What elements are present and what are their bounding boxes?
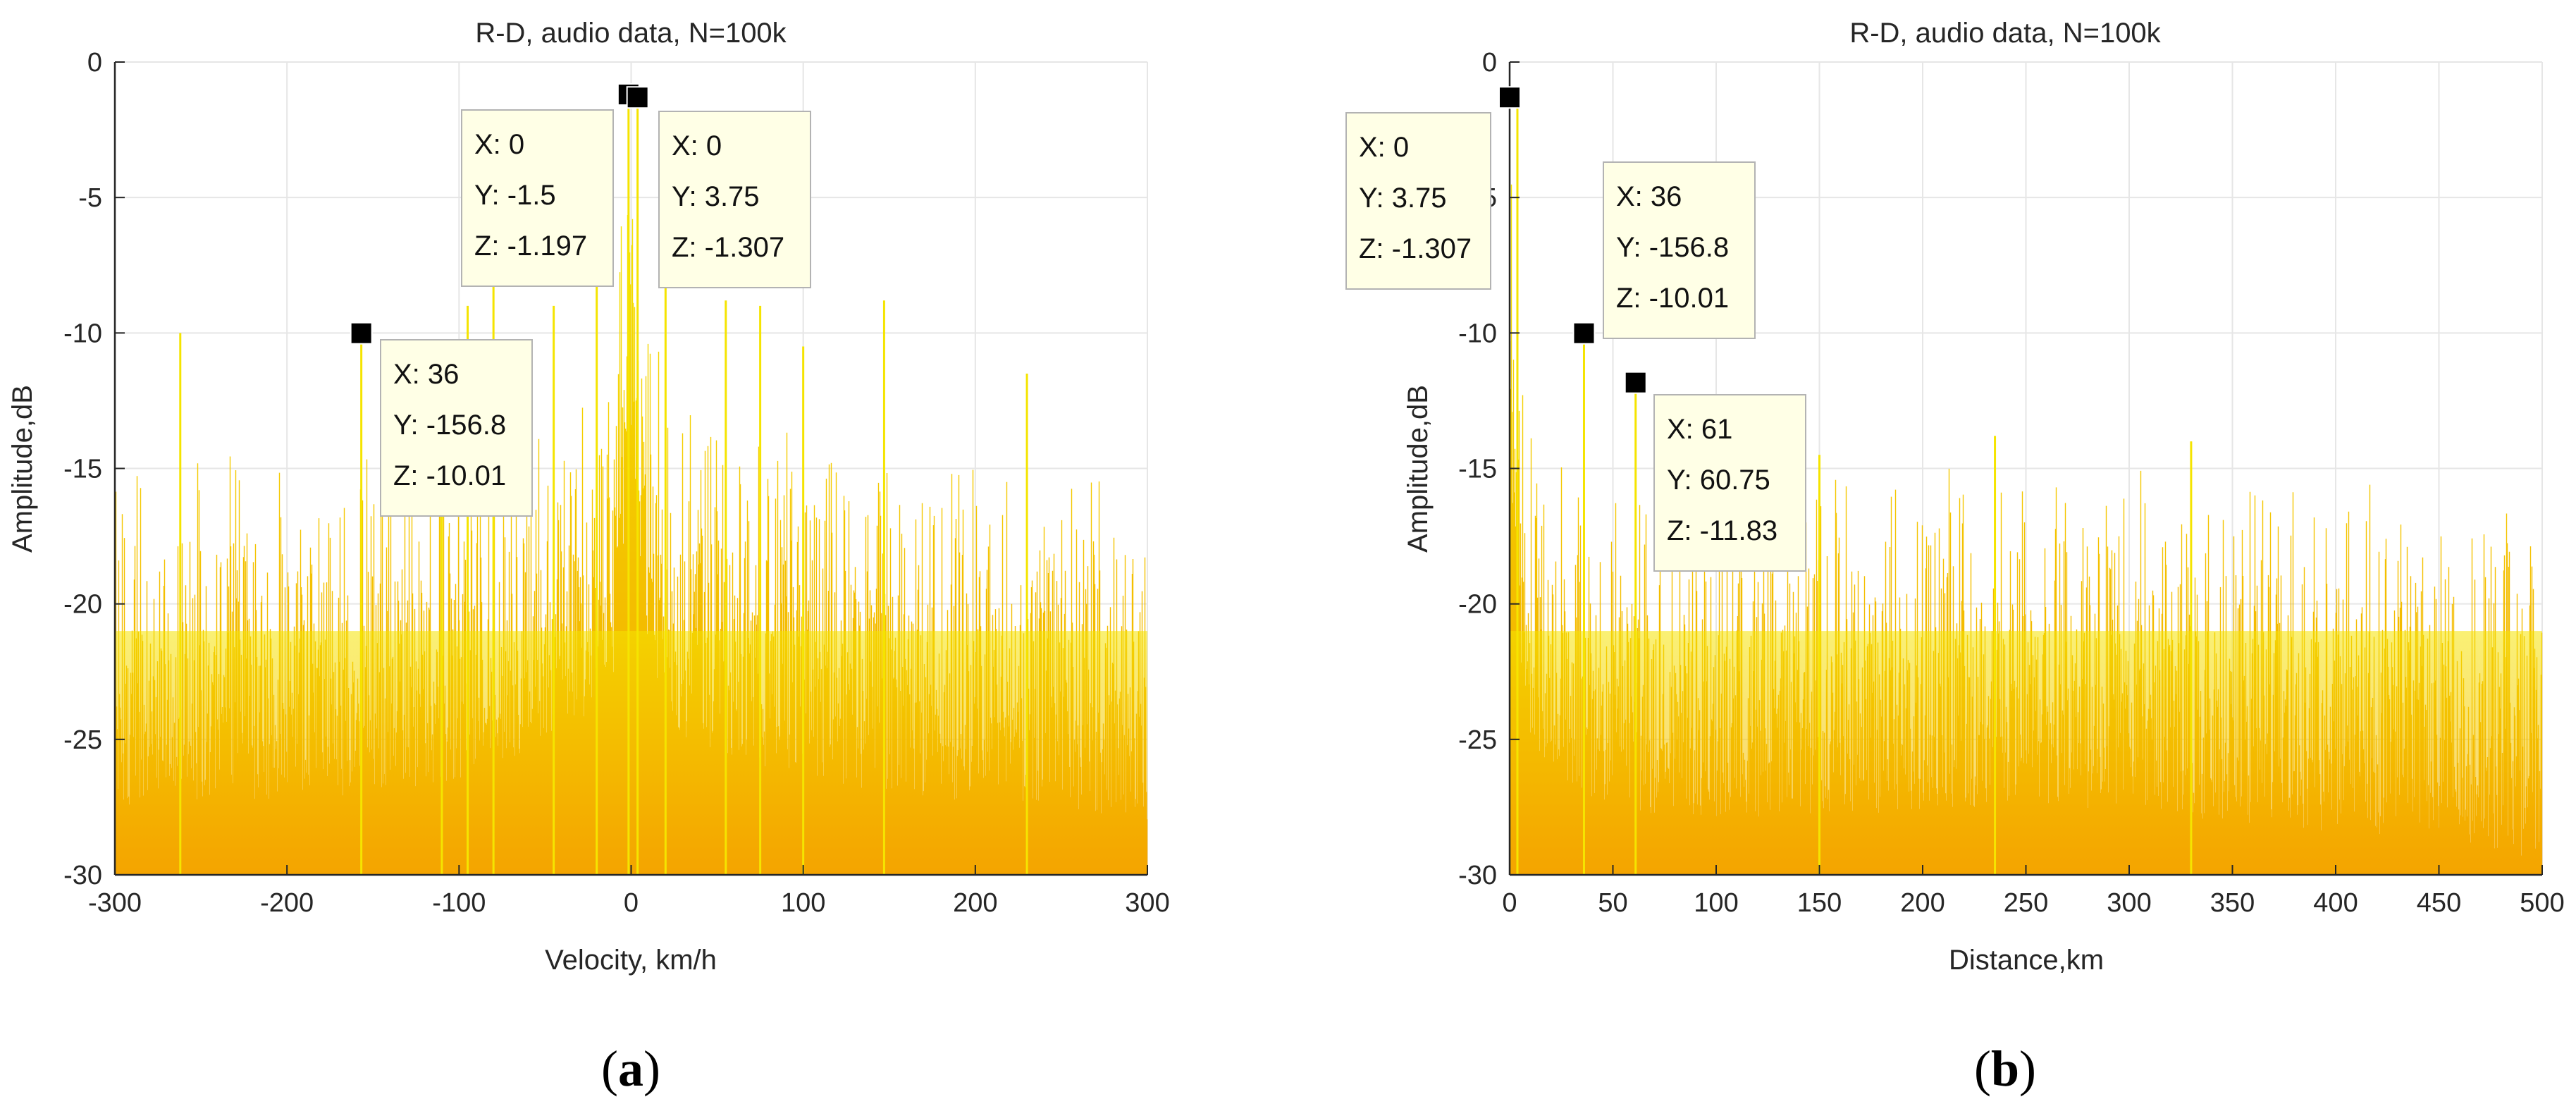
- x-tick-labels: 0 50 100 150 200 250 300 350 400 450 500: [1502, 888, 2564, 918]
- x-tick-label: -300: [88, 888, 142, 918]
- x-tick-labels: -300 -200 -100 0 100 200 300: [88, 888, 1170, 918]
- signal-series: [114, 94, 1148, 875]
- x-tick-label: 250: [2004, 888, 2048, 918]
- y-tick-label: -15: [1458, 455, 1497, 484]
- y-tick-label: -10: [1458, 319, 1497, 348]
- x-tick-label: 100: [781, 888, 825, 918]
- y-axis-label: Amplitude,dB: [7, 385, 38, 553]
- y-tick-label: -10: [63, 319, 102, 348]
- x-tick-label: 150: [1797, 888, 1842, 918]
- panel-label-b: (b): [1974, 1041, 2036, 1097]
- datatip-line: X: 61: [1667, 414, 1732, 445]
- x-tick-label: 300: [1125, 888, 1169, 918]
- y-tick-label: -30: [1458, 861, 1497, 890]
- datatip-line: Z: -11.83: [1667, 515, 1777, 546]
- panel-label-a: (a): [601, 1041, 660, 1097]
- signal-floor: [1510, 631, 2542, 875]
- datatip-marker[interactable]: [1498, 86, 1521, 109]
- x-tick-label: 300: [2107, 888, 2151, 918]
- y-tick-label: -30: [63, 861, 102, 890]
- datatip-line: X: 0: [672, 130, 722, 161]
- datatip-box: [380, 339, 533, 517]
- x-tick-label: 0: [624, 888, 639, 918]
- y-tick-label: -15: [63, 455, 102, 484]
- datatip-line: Z: -10.01: [393, 460, 506, 491]
- datatip-line: Y: 3.75: [1359, 183, 1447, 214]
- datatip-marker[interactable]: [1624, 371, 1647, 394]
- x-tick-label: 0: [1502, 888, 1517, 918]
- datatip-box: [1653, 394, 1806, 572]
- signal-series: [1509, 97, 2543, 875]
- x-tick-label: 500: [2520, 888, 2564, 918]
- datatip-line: X: 36: [393, 359, 459, 390]
- x-tick-label: 50: [1598, 888, 1627, 918]
- x-tick-label: 450: [2417, 888, 2461, 918]
- datatip-marker[interactable]: [626, 86, 649, 109]
- datatips: X: 36 Y: -156.8 Z: -10.01 X: 0 Y: -1.5 Z: -1.…: [350, 83, 811, 517]
- datatip-line: Z: -10.01: [1616, 283, 1729, 314]
- x-tick-label: 350: [2210, 888, 2255, 918]
- y-tick-label: 0: [87, 48, 102, 78]
- x-tick-label: 100: [1694, 888, 1738, 918]
- datatip-line: Y: 60.75: [1667, 465, 1770, 496]
- x-tick-label: -200: [260, 888, 314, 918]
- axes: [1508, 61, 2543, 876]
- datatip[interactable]: X: 0 Y: 3.75 Z: -1.307: [626, 86, 811, 288]
- datatip[interactable]: X: 36 Y: -156.8 Z: -10.01: [350, 321, 533, 517]
- y-axis-label: Amplitude,dB: [1403, 385, 1434, 553]
- y-tick-label: 0: [1482, 48, 1497, 78]
- datatips: X: 0 Y: 3.75 Z: -1.307 X: 36 Y: -156.8 Z: -10…: [1345, 86, 1806, 572]
- datatip-line: Z: -1.307: [1359, 233, 1472, 264]
- datatip-line: Z: -1.197: [474, 231, 587, 262]
- chart-title: R-D, audio data, N=100k: [1849, 18, 2161, 49]
- datatip-line: Y: -156.8: [393, 410, 506, 441]
- datatip-line: X: 36: [1616, 181, 1682, 212]
- datatip-box: [1345, 112, 1491, 290]
- datatip[interactable]: X: 0 Y: 3.75 Z: -1.307: [1345, 86, 1521, 290]
- datatip-line: Z: -1.307: [672, 232, 784, 263]
- y-tick-label: -25: [1458, 725, 1497, 755]
- x-tick-label: -100: [432, 888, 486, 918]
- datatip-box: [461, 109, 614, 287]
- panel-a: R-D, audio data, N=100k -300 -200 -100 0 100…: [7, 18, 1170, 1097]
- x-axis-label: Velocity, km/h: [545, 945, 717, 976]
- datatip-line: Y: -156.8: [1616, 232, 1729, 263]
- signal-floor: [115, 631, 1147, 875]
- datatip-box: [1603, 161, 1756, 339]
- panel-b: R-D, audio data, N=100k 0 50 100 150 200 250 3…: [1345, 18, 2565, 1097]
- datatip-line: X: 0: [474, 129, 524, 160]
- x-axis-label: Distance,km: [1949, 945, 2104, 976]
- axes: [113, 61, 1148, 876]
- x-tick-label: 200: [953, 888, 997, 918]
- datatip-marker[interactable]: [350, 321, 373, 345]
- datatip-line: Y: 3.75: [672, 181, 760, 212]
- datatip-line: Y: -1.5: [474, 180, 556, 211]
- y-tick-label: -20: [63, 590, 102, 620]
- datatip[interactable]: X: 61 Y: 60.75 Z: -11.83: [1624, 371, 1806, 572]
- datatip[interactable]: X: 0 Y: -1.5 Z: -1.197: [461, 83, 640, 287]
- datatip-line: X: 0: [1359, 132, 1409, 163]
- y-tick-label: -20: [1458, 590, 1497, 620]
- y-tick-labels: 0 -5 -10 -15 -20 -25 -30: [63, 48, 102, 890]
- datatip-box: [658, 111, 811, 288]
- y-tick-label: -5: [78, 183, 102, 213]
- x-tick-label: 400: [2313, 888, 2358, 918]
- datatip[interactable]: X: 36 Y: -156.8 Z: -10.01: [1572, 161, 1756, 345]
- x-tick-label: 200: [1900, 888, 1945, 918]
- chart-title: R-D, audio data, N=100k: [475, 18, 787, 49]
- y-tick-label: -25: [63, 725, 102, 755]
- datatip-marker[interactable]: [1572, 321, 1596, 345]
